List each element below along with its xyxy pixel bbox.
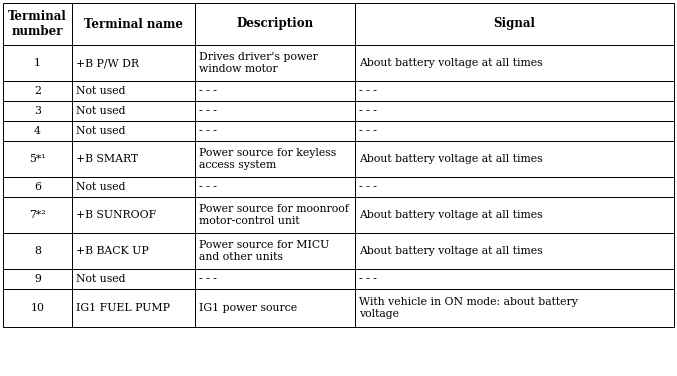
Text: +B P/W DR: +B P/W DR [76,58,139,68]
Bar [3,197,72,233]
Text: - - -: - - - [359,86,377,96]
Text: 2: 2 [34,86,41,96]
Bar [355,177,674,197]
Text: Signal: Signal [494,18,536,30]
Text: Description: Description [236,18,313,30]
Text: 9: 9 [34,274,41,284]
Bar [195,45,355,81]
Bar [3,141,72,177]
Bar [195,289,355,327]
Text: - - -: - - - [359,126,377,136]
Bar [195,177,355,197]
Text: - - -: - - - [199,86,217,96]
Bar [72,101,195,121]
Text: +B BACK UP: +B BACK UP [76,246,149,256]
Bar [195,3,355,45]
Bar [72,45,195,81]
Bar [195,141,355,177]
Bar [3,101,72,121]
Bar [72,121,195,141]
Text: About battery voltage at all times: About battery voltage at all times [359,246,543,256]
Bar [195,81,355,101]
Bar [3,81,72,101]
Text: 6: 6 [34,182,41,192]
Bar [355,197,674,233]
Text: 10: 10 [30,303,45,313]
Bar [72,3,195,45]
Bar [355,141,674,177]
Bar [355,233,674,269]
Text: - - -: - - - [199,274,217,284]
Text: Drives driver's power
window motor: Drives driver's power window motor [199,52,318,74]
Text: Power source for MICU
and other units: Power source for MICU and other units [199,240,329,262]
Bar [355,81,674,101]
Bar [3,3,72,45]
Text: Not used: Not used [76,86,125,96]
Text: IG1 FUEL PUMP: IG1 FUEL PUMP [76,303,170,313]
Text: Not used: Not used [76,274,125,284]
Bar [355,121,674,141]
Bar [3,121,72,141]
Text: - - -: - - - [199,106,217,116]
Bar [195,269,355,289]
Bar [195,121,355,141]
Bar [72,197,195,233]
Bar [355,269,674,289]
Bar [72,177,195,197]
Bar [355,3,674,45]
Bar [72,141,195,177]
Text: Power source for moonroof
motor-control unit: Power source for moonroof motor-control … [199,204,349,226]
Text: Not used: Not used [76,126,125,136]
Bar [355,289,674,327]
Bar [3,269,72,289]
Bar [3,233,72,269]
Bar [72,269,195,289]
Bar [72,233,195,269]
Bar [72,81,195,101]
Bar [3,45,72,81]
Text: About battery voltage at all times: About battery voltage at all times [359,154,543,164]
Text: 8: 8 [34,246,41,256]
Text: - - -: - - - [199,126,217,136]
Text: Power source for keyless
access system: Power source for keyless access system [199,148,336,170]
Text: - - -: - - - [199,182,217,192]
Text: +B SUNROOF: +B SUNROOF [76,210,156,220]
Text: IG1 power source: IG1 power source [199,303,297,313]
Text: 5*¹: 5*¹ [29,154,46,164]
Text: - - -: - - - [359,106,377,116]
Text: Not used: Not used [76,106,125,116]
Bar [195,233,355,269]
Bar [3,289,72,327]
Text: About battery voltage at all times: About battery voltage at all times [359,210,543,220]
Text: 7*²: 7*² [29,210,46,220]
Text: Terminal name: Terminal name [84,18,183,30]
Text: Terminal
number: Terminal number [8,10,67,38]
Bar [72,289,195,327]
Text: - - -: - - - [359,274,377,284]
Text: - - -: - - - [359,182,377,192]
Text: Not used: Not used [76,182,125,192]
Bar [195,101,355,121]
Bar [3,177,72,197]
Text: 3: 3 [34,106,41,116]
Text: +B SMART: +B SMART [76,154,138,164]
Bar [195,197,355,233]
Bar [355,101,674,121]
Text: 4: 4 [34,126,41,136]
Bar [355,45,674,81]
Text: With vehicle in ON mode: about battery
voltage: With vehicle in ON mode: about battery v… [359,297,578,319]
Text: 1: 1 [34,58,41,68]
Text: About battery voltage at all times: About battery voltage at all times [359,58,543,68]
